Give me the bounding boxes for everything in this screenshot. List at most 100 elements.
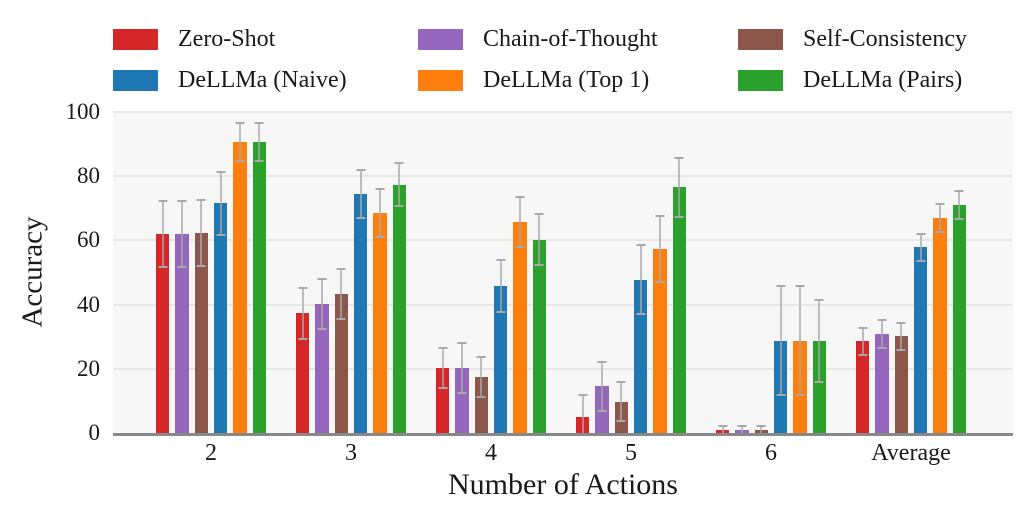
bar-slot-dellma-top-1-average	[933, 112, 947, 433]
error-bar-chain-of-thought-3	[320, 277, 323, 330]
legend: Zero-Shot Chain-of-Thought Self-Consistenc…	[113, 27, 967, 92]
error-cap-top-dellma-pairs-average	[954, 190, 964, 193]
error-cap-bottom-dellma-naive-average	[916, 260, 926, 263]
legend-label-dellma-top-1: DeLLMa (Top 1)	[483, 67, 650, 93]
error-bar-dellma-naive-5	[639, 244, 642, 315]
bar-slot-zero-shot-4	[435, 112, 450, 433]
error-cap-top-dellma-top-1-average	[935, 203, 945, 206]
legend-label-self-consistency: Self-Consistency	[803, 26, 967, 52]
bar-dellma-naive-3	[354, 193, 368, 433]
bar-dellma-pairs-6	[812, 340, 827, 433]
bar-slot-dellma-top-1-4	[513, 112, 527, 433]
plot-area	[113, 111, 1013, 436]
error-cap-bottom-dellma-pairs-6	[814, 380, 824, 383]
bar-slot-zero-shot-3	[295, 112, 310, 433]
bar-dellma-naive-5	[634, 279, 648, 433]
error-bar-chain-of-thought-2	[180, 199, 183, 269]
bar-dellma-naive-2	[214, 203, 228, 433]
legend-label-zero-shot: Zero-Shot	[178, 26, 276, 52]
error-cap-top-dellma-pairs-6	[814, 298, 824, 301]
error-bar-self-consistency-5	[620, 381, 623, 423]
bar-group-average	[841, 112, 981, 433]
bar-self-consistency-2	[194, 233, 208, 433]
error-bar-dellma-pairs-average	[958, 190, 961, 220]
legend-item-dellma-top-1: DeLLMa (Top 1)	[418, 68, 738, 92]
gridline-80	[113, 175, 1013, 178]
error-cap-top-zero-shot-average	[858, 326, 868, 329]
error-cap-bottom-chain-of-thought-3	[317, 327, 327, 330]
error-bar-dellma-naive-6	[779, 285, 782, 397]
error-cap-bottom-dellma-naive-5	[636, 312, 646, 315]
error-cap-bottom-self-consistency-5	[616, 420, 626, 423]
legend-swatch-chain-of-thought	[418, 28, 463, 50]
y-tick-label-0: 0	[88, 420, 101, 445]
error-cap-bottom-dellma-naive-3	[356, 216, 366, 219]
y-tick-label-40: 40	[77, 291, 100, 317]
bar-slot-zero-shot-average	[855, 112, 870, 433]
x-tick-label-2: 2	[205, 440, 217, 466]
gridline-100	[113, 111, 1013, 113]
error-cap-bottom-dellma-naive-2	[216, 233, 226, 236]
error-cap-bottom-self-consistency-average	[896, 348, 906, 351]
error-cap-top-zero-shot-2	[158, 199, 168, 202]
error-bar-dellma-pairs-2	[258, 121, 261, 163]
error-bar-self-consistency-6	[760, 424, 763, 433]
error-cap-bottom-chain-of-thought-average	[877, 346, 887, 349]
error-cap-bottom-zero-shot-2	[158, 266, 168, 269]
error-cap-top-dellma-naive-6	[776, 285, 786, 288]
error-bar-chain-of-thought-average	[880, 318, 883, 349]
error-cap-bottom-dellma-pairs-4	[534, 264, 544, 267]
bar-slot-dellma-pairs-average	[952, 112, 967, 433]
legend-item-dellma-naive: DeLLMa (Naive)	[113, 68, 418, 92]
bar-dellma-pairs-4	[532, 239, 547, 433]
error-cap-top-chain-of-thought-2	[177, 199, 187, 202]
bar-dellma-top-1-5	[653, 249, 667, 433]
legend-swatch-dellma-naive	[113, 69, 158, 91]
error-cap-bottom-dellma-top-1-average	[935, 231, 945, 234]
bar-dellma-top-1-average	[933, 218, 947, 433]
bar-slot-chain-of-thought-3	[315, 112, 329, 433]
error-cap-top-zero-shot-5	[578, 394, 588, 397]
error-cap-top-zero-shot-3	[298, 286, 308, 289]
x-tick-label-4: 4	[485, 440, 497, 466]
error-cap-top-self-consistency-2	[196, 199, 206, 202]
bar-dellma-naive-4	[494, 285, 508, 433]
bar-dellma-pairs-2	[252, 141, 267, 433]
error-cap-top-self-consistency-6	[756, 424, 766, 427]
error-cap-top-dellma-pairs-2	[254, 121, 264, 124]
bar-slot-dellma-naive-average	[914, 112, 928, 433]
bar-self-consistency-3	[334, 294, 348, 433]
x-tick-label-6: 6	[765, 440, 777, 466]
error-cap-top-dellma-top-1-4	[515, 196, 525, 199]
bar-slot-chain-of-thought-4	[455, 112, 469, 433]
bar-slot-dellma-pairs-2	[252, 112, 267, 433]
bar-slot-dellma-naive-4	[494, 112, 508, 433]
error-bar-dellma-naive-average	[919, 232, 922, 263]
bar-dellma-naive-average	[914, 247, 928, 433]
bar-slot-self-consistency-4	[474, 112, 488, 433]
error-bar-zero-shot-2	[161, 199, 164, 269]
bar-dellma-pairs-5	[672, 187, 687, 433]
bar-dellma-top-1-2	[233, 141, 247, 433]
legend-item-dellma-pairs: DeLLMa (Pairs)	[738, 68, 967, 92]
bar-slot-dellma-naive-5	[634, 112, 648, 433]
y-tick-label-100: 100	[65, 99, 101, 124]
bar-groups-container	[113, 112, 1013, 433]
error-bar-dellma-top-1-2	[239, 121, 242, 163]
x-tick-label-average: Average	[871, 440, 951, 466]
bar-slot-dellma-naive-6	[774, 112, 788, 433]
error-cap-bottom-dellma-top-1-2	[235, 160, 245, 163]
bar-group-3	[281, 112, 421, 433]
bar-chain-of-thought-3	[315, 303, 329, 433]
bar-slot-self-consistency-2	[194, 112, 208, 433]
gridline-20	[113, 367, 1013, 370]
bar-group-2	[141, 112, 281, 433]
error-bar-self-consistency-average	[900, 322, 903, 351]
legend-item-self-consistency: Self-Consistency	[738, 27, 967, 51]
bar-slot-zero-shot-5	[575, 112, 590, 433]
legend-swatch-dellma-pairs	[738, 69, 783, 91]
error-bar-dellma-naive-2	[219, 170, 222, 236]
bar-slot-dellma-top-1-2	[233, 112, 247, 433]
y-tick-label-80: 80	[77, 163, 100, 189]
error-bar-zero-shot-4	[441, 346, 444, 390]
